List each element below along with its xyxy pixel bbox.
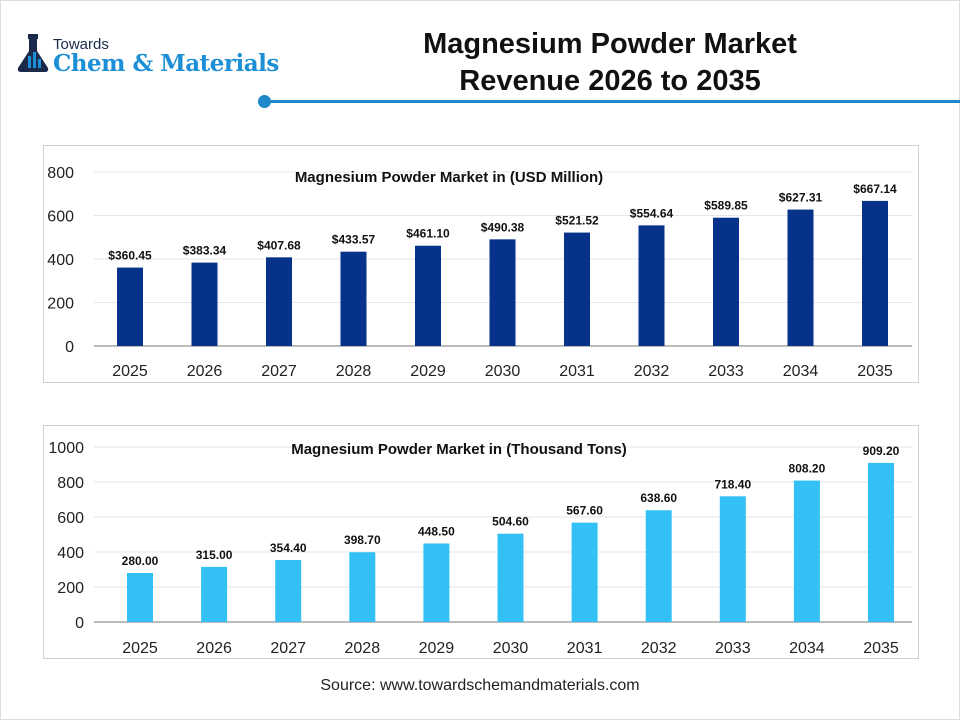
accent-rule bbox=[264, 100, 960, 103]
bar bbox=[645, 510, 672, 622]
page-title: Magnesium Powder Market Revenue 2026 to … bbox=[380, 26, 840, 100]
data-label: 504.60 bbox=[492, 515, 529, 529]
bar bbox=[127, 573, 153, 622]
bar bbox=[571, 522, 598, 622]
data-label: $627.31 bbox=[779, 191, 823, 205]
data-label: 718.40 bbox=[714, 477, 751, 491]
data-label: 909.20 bbox=[863, 444, 900, 458]
data-label: 398.70 bbox=[344, 533, 381, 547]
y-tick-label: 0 bbox=[75, 615, 84, 632]
bar bbox=[275, 559, 302, 622]
data-label: $360.45 bbox=[108, 249, 152, 263]
data-label: $490.38 bbox=[481, 220, 525, 234]
x-tick-label: 2032 bbox=[634, 363, 670, 380]
data-label: 280.00 bbox=[122, 554, 159, 568]
y-tick-label: 200 bbox=[47, 296, 74, 313]
data-label: $383.34 bbox=[183, 244, 227, 258]
x-tick-label: 2030 bbox=[493, 640, 529, 657]
source-text: Source: www.towardschemandmaterials.com bbox=[320, 677, 640, 694]
x-tick-label: 2025 bbox=[122, 640, 158, 657]
bar bbox=[868, 462, 894, 622]
revenue-chart: 0 200 400 600 800 Magnesium Powder Market in … bbox=[47, 165, 912, 380]
y-tick-label: 200 bbox=[57, 580, 84, 597]
flask-icon bbox=[17, 34, 49, 72]
data-label: 567.60 bbox=[566, 504, 603, 518]
y-tick-label: 400 bbox=[47, 252, 74, 269]
volume-chart: 0 200 400 600 800 1000 Magnesium Powder Market… bbox=[48, 440, 912, 657]
x-tick-label: 2035 bbox=[857, 363, 893, 380]
bar bbox=[349, 552, 376, 622]
data-label: $433.57 bbox=[332, 233, 376, 247]
y-tick-label: 1000 bbox=[48, 440, 84, 457]
x-tick-label: 2031 bbox=[567, 640, 603, 657]
bar bbox=[713, 217, 739, 346]
data-label: $521.52 bbox=[555, 214, 599, 228]
title-line1: Magnesium Powder Market bbox=[423, 28, 797, 60]
data-label: $667.14 bbox=[853, 182, 897, 196]
data-label: $461.10 bbox=[406, 227, 450, 241]
logo-line2: Chem & Materials bbox=[53, 50, 279, 77]
y-tick-label: 600 bbox=[47, 209, 74, 226]
bar bbox=[489, 239, 516, 346]
data-label: 638.60 bbox=[640, 491, 677, 505]
bar bbox=[266, 257, 292, 346]
x-tick-label: 2027 bbox=[270, 640, 306, 657]
data-label: 354.40 bbox=[270, 541, 307, 555]
data-label: 315.00 bbox=[196, 548, 233, 562]
bar bbox=[793, 480, 820, 622]
bar bbox=[787, 209, 814, 346]
bar bbox=[423, 543, 450, 622]
bar bbox=[117, 267, 143, 346]
x-tick-label: 2028 bbox=[345, 640, 381, 657]
y-tick-label: 600 bbox=[57, 510, 84, 527]
bar bbox=[191, 262, 218, 346]
x-tick-label: 2027 bbox=[261, 363, 297, 380]
chart-title: Magnesium Powder Market in (USD Million) bbox=[295, 169, 603, 186]
bar bbox=[564, 232, 590, 346]
x-tick-label: 2030 bbox=[485, 363, 521, 380]
x-tick-label: 2033 bbox=[708, 363, 744, 380]
data-label: $407.68 bbox=[257, 238, 301, 252]
x-tick-label: 2029 bbox=[419, 640, 455, 657]
x-tick-label: 2034 bbox=[783, 363, 819, 380]
y-tick-label: 800 bbox=[57, 475, 84, 492]
bar bbox=[862, 200, 888, 346]
data-label: $554.64 bbox=[630, 206, 674, 220]
volume-chart-panel: 0 200 400 600 800 1000 Magnesium Powder Market… bbox=[43, 425, 919, 659]
bar bbox=[340, 251, 367, 346]
x-tick-label: 2029 bbox=[410, 363, 446, 380]
bar bbox=[201, 566, 228, 622]
bar bbox=[497, 533, 524, 622]
bar bbox=[638, 225, 665, 346]
x-tick-label: 2026 bbox=[196, 640, 232, 657]
revenue-chart-panel: 0 200 400 600 800 Magnesium Powder Market in … bbox=[43, 145, 919, 383]
x-tick-label: 2032 bbox=[641, 640, 677, 657]
y-tick-label: 800 bbox=[47, 165, 74, 182]
chart-title: Magnesium Powder Market in (Thousand Ton… bbox=[291, 441, 627, 458]
x-tick-label: 2034 bbox=[789, 640, 825, 657]
x-tick-label: 2028 bbox=[336, 363, 372, 380]
x-tick-label: 2031 bbox=[559, 363, 595, 380]
bar bbox=[719, 496, 746, 622]
y-tick-label: 400 bbox=[57, 545, 84, 562]
y-tick-label: 0 bbox=[65, 339, 74, 356]
x-tick-label: 2025 bbox=[112, 363, 148, 380]
x-tick-label: 2035 bbox=[863, 640, 899, 657]
data-label: 808.20 bbox=[789, 462, 826, 476]
data-label: $589.85 bbox=[704, 199, 748, 213]
bar bbox=[415, 245, 441, 346]
logo-line1: Towards bbox=[53, 36, 109, 53]
x-tick-label: 2026 bbox=[187, 363, 223, 380]
title-line2: Revenue 2026 to 2035 bbox=[459, 65, 761, 97]
x-tick-label: 2033 bbox=[715, 640, 751, 657]
data-label: 448.50 bbox=[418, 525, 455, 539]
